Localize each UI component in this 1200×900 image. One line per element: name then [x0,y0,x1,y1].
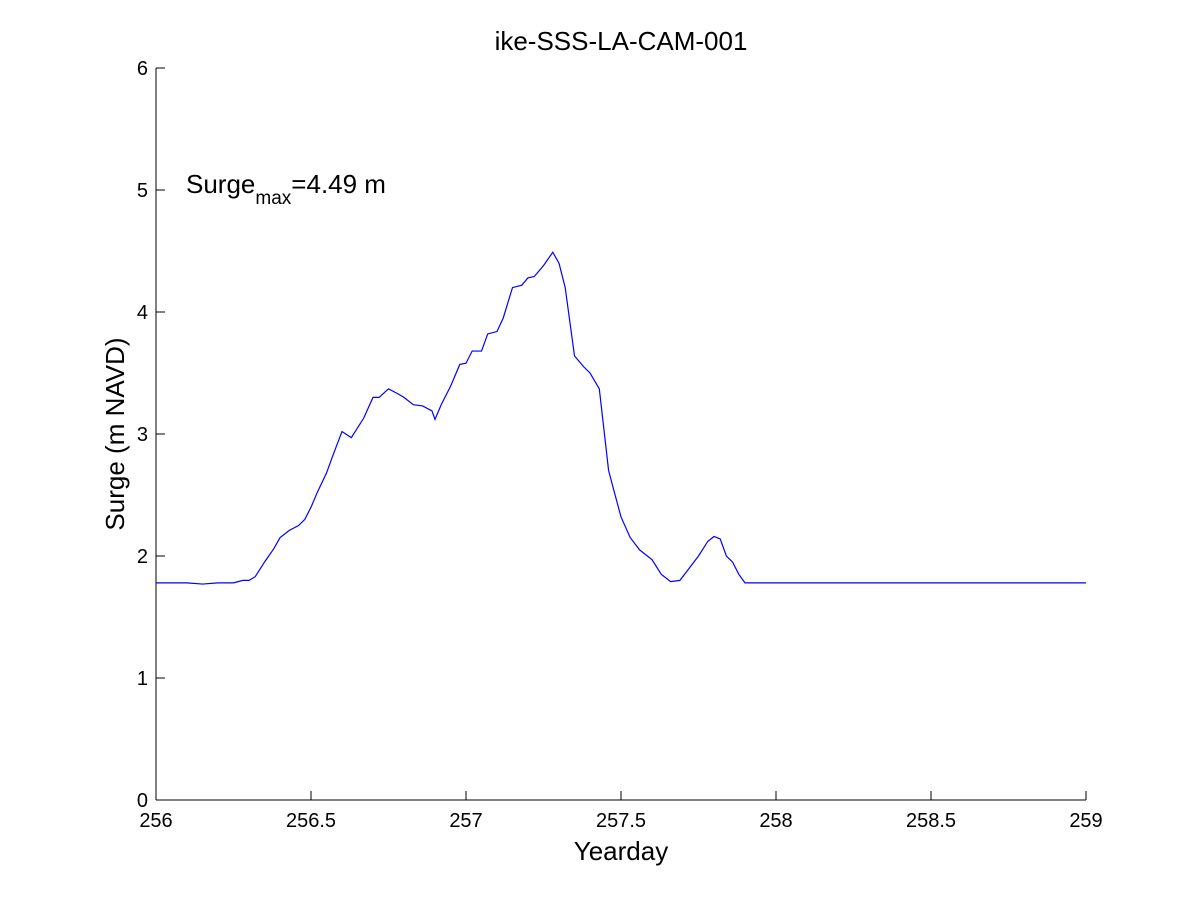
annotation-suffix: =4.49 m [291,169,386,199]
surge-series-line [156,251,1086,585]
y-tick-label: 6 [137,58,148,80]
x-tick-label: 258 [759,810,792,832]
surge-max-annotation: Surgemax=4.49 m [186,169,386,209]
y-axis-label: Surge (m NAVD) [100,337,130,530]
annotation-subscript: max [255,188,291,209]
x-ticks: 256 256.5 257 257.5 258 258.5 259 [139,791,1103,832]
y-tick-label: 2 [137,546,148,568]
chart-title: ike-SSS-LA-CAM-001 [495,26,748,56]
y-ticks: 0 1 2 3 4 5 6 [137,58,165,812]
x-tick-label: 257.5 [596,810,646,832]
x-tick-label: 256.5 [286,810,336,832]
x-tick-label: 258.5 [906,810,956,832]
x-axis-label: Yearday [574,836,668,866]
x-tick-label: 256 [139,810,172,832]
annotation-prefix: Surge [186,169,255,199]
plot-area [156,68,1086,800]
x-tick-label: 257 [449,810,482,832]
y-tick-label: 0 [137,790,148,812]
x-tick-label: 259 [1069,810,1102,832]
y-tick-label: 5 [137,180,148,202]
y-tick-label: 4 [137,302,148,324]
y-tick-label: 3 [137,424,148,446]
y-tick-label: 1 [137,668,148,690]
